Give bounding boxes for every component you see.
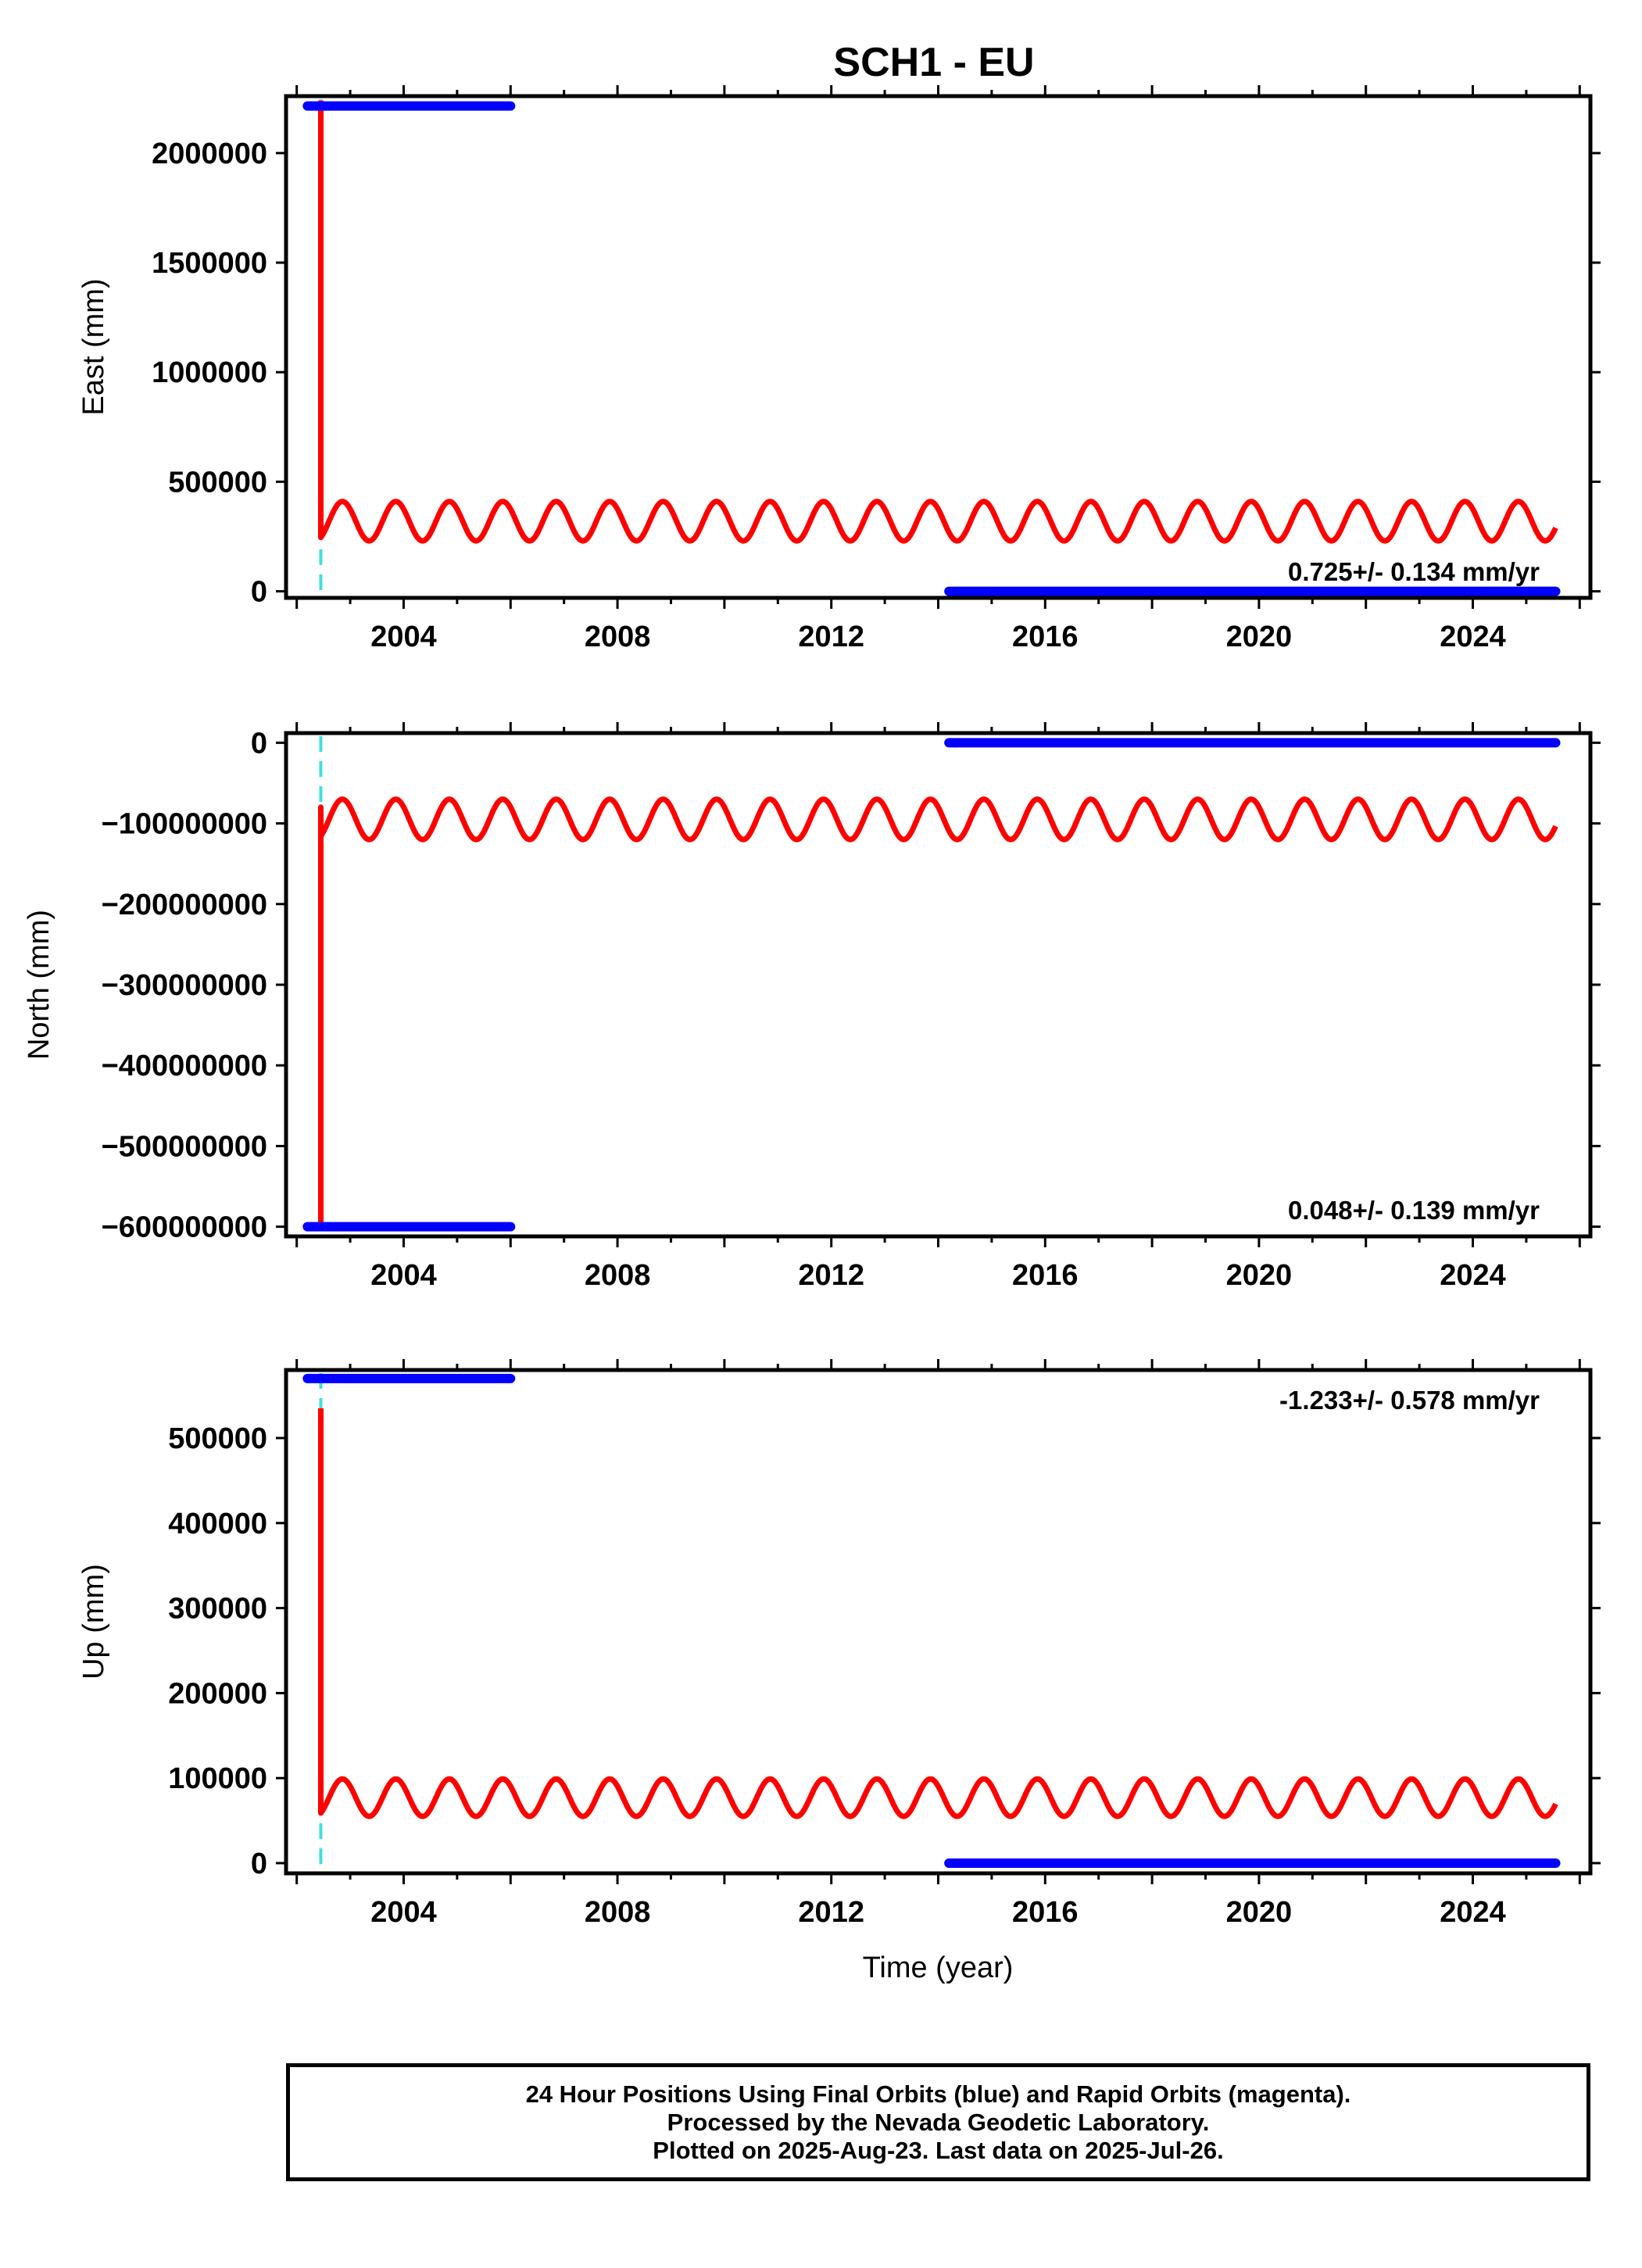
x-tick-label: 2016 [1012,621,1079,653]
x-tick-label: 2024 [1440,1896,1506,1929]
x-tick-label: 2004 [370,1259,437,1292]
y-tick-label: −500000000 [102,1130,267,1163]
footer-line-dates: Plotted on 2025-Aug-23. Last data on 202… [653,2136,1224,2164]
y-axis-label: East (mm) [77,278,110,415]
y-tick-label: 400000 [168,1508,267,1540]
x-tick-label: 2008 [585,1259,651,1292]
x-tick-label: 2016 [1012,1259,1079,1292]
x-tick-label: 2008 [585,1896,651,1929]
x-tick-label: 2004 [370,1896,437,1929]
y-tick-label: 500000 [168,466,267,499]
footer-line-processor: Processed by the Nevada Geodetic Laborat… [667,2108,1210,2136]
y-tick-label: 200000 [168,1677,267,1710]
y-tick-label: −200000000 [102,889,267,921]
y-tick-label: 2000000 [152,138,267,170]
x-tick-label: 2016 [1012,1896,1079,1929]
x-tick-label: 2020 [1226,1896,1293,1929]
footer-legend-box: 24 Hour Positions Using Final Orbits (bl… [286,2063,1590,2181]
y-tick-label: −100000000 [102,808,267,841]
chart-title: SCH1 - EU [833,40,1034,85]
velocity-rate-label: 0.048+/- 0.139 mm/yr [1288,1196,1540,1225]
y-tick-label: −300000000 [102,969,267,1002]
panel-up: 0 100000 200000 300000 400000 500000 2004 2008 2… [77,1359,1601,1929]
model-series-curve [318,100,1558,544]
y-tick-label: 0 [251,727,267,760]
x-tick-label: 2012 [798,1259,864,1292]
x-tick-label: 2020 [1226,621,1293,653]
x-tick-label: 2024 [1440,1259,1506,1292]
y-tick-label: 500000 [168,1422,267,1455]
y-tick-label: 0 [251,576,267,609]
y-axis-label: North (mm) [23,910,55,1060]
velocity-rate-label: -1.233+/- 0.578 mm/yr [1279,1386,1540,1415]
y-tick-label: 100000 [168,1762,267,1795]
footer-line-orbits: 24 Hour Positions Using Final Orbits (bl… [525,2080,1351,2108]
x-tick-label: 2004 [370,621,437,653]
model-series-curve [318,1408,1558,1819]
velocity-rate-label: 0.725+/- 0.134 mm/yr [1288,557,1540,586]
x-tick-label: 2012 [798,1896,864,1929]
panel-east: 0 500000 1000000 1500000 2000000 2004 2008 2012… [77,85,1601,653]
x-axis-label: Time (year) [863,1951,1014,1984]
y-tick-label: −400000000 [102,1050,267,1082]
x-tick-label: 2012 [798,621,864,653]
plot-frame [284,1368,1593,1876]
y-tick-label: 1000000 [152,356,267,389]
x-tick-label: 2020 [1226,1259,1293,1292]
y-tick-label: 300000 [168,1593,267,1626]
model-series-curve [318,796,1558,1227]
y-axis-label: Up (mm) [77,1564,110,1680]
y-tick-label: 0 [251,1848,267,1880]
y-tick-label: −600000000 [102,1211,267,1244]
panel-north: 0 −100000000 −200000000 −300000000 −40000000… [23,722,1601,1292]
x-tick-label: 2024 [1440,621,1506,653]
y-tick-label: 1500000 [152,247,267,280]
x-tick-label: 2008 [585,621,651,653]
